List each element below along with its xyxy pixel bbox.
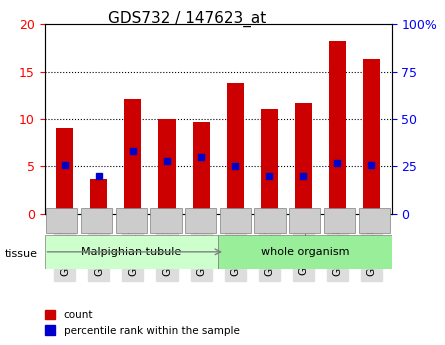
FancyBboxPatch shape xyxy=(324,208,355,233)
FancyBboxPatch shape xyxy=(150,208,182,233)
Bar xyxy=(57,128,73,214)
Text: GDS732 / 147623_at: GDS732 / 147623_at xyxy=(108,10,266,27)
Text: whole organism: whole organism xyxy=(261,247,349,257)
Legend: count, percentile rank within the sample: count, percentile rank within the sample xyxy=(41,306,244,340)
Bar xyxy=(125,99,142,214)
Bar xyxy=(227,83,243,214)
FancyBboxPatch shape xyxy=(81,208,112,233)
FancyBboxPatch shape xyxy=(218,235,392,269)
FancyBboxPatch shape xyxy=(185,208,216,233)
Bar xyxy=(329,41,346,214)
FancyBboxPatch shape xyxy=(220,208,251,233)
Text: Malpighian tubule: Malpighian tubule xyxy=(81,247,182,257)
Bar xyxy=(193,122,210,214)
Bar xyxy=(261,109,278,214)
Bar xyxy=(158,119,175,214)
Text: tissue: tissue xyxy=(4,249,37,258)
Bar xyxy=(295,103,312,214)
Bar xyxy=(363,59,380,214)
FancyBboxPatch shape xyxy=(116,208,147,233)
Bar xyxy=(90,179,107,214)
FancyBboxPatch shape xyxy=(44,235,218,269)
FancyBboxPatch shape xyxy=(46,208,77,233)
FancyBboxPatch shape xyxy=(289,208,320,233)
FancyBboxPatch shape xyxy=(359,208,390,233)
FancyBboxPatch shape xyxy=(255,208,286,233)
